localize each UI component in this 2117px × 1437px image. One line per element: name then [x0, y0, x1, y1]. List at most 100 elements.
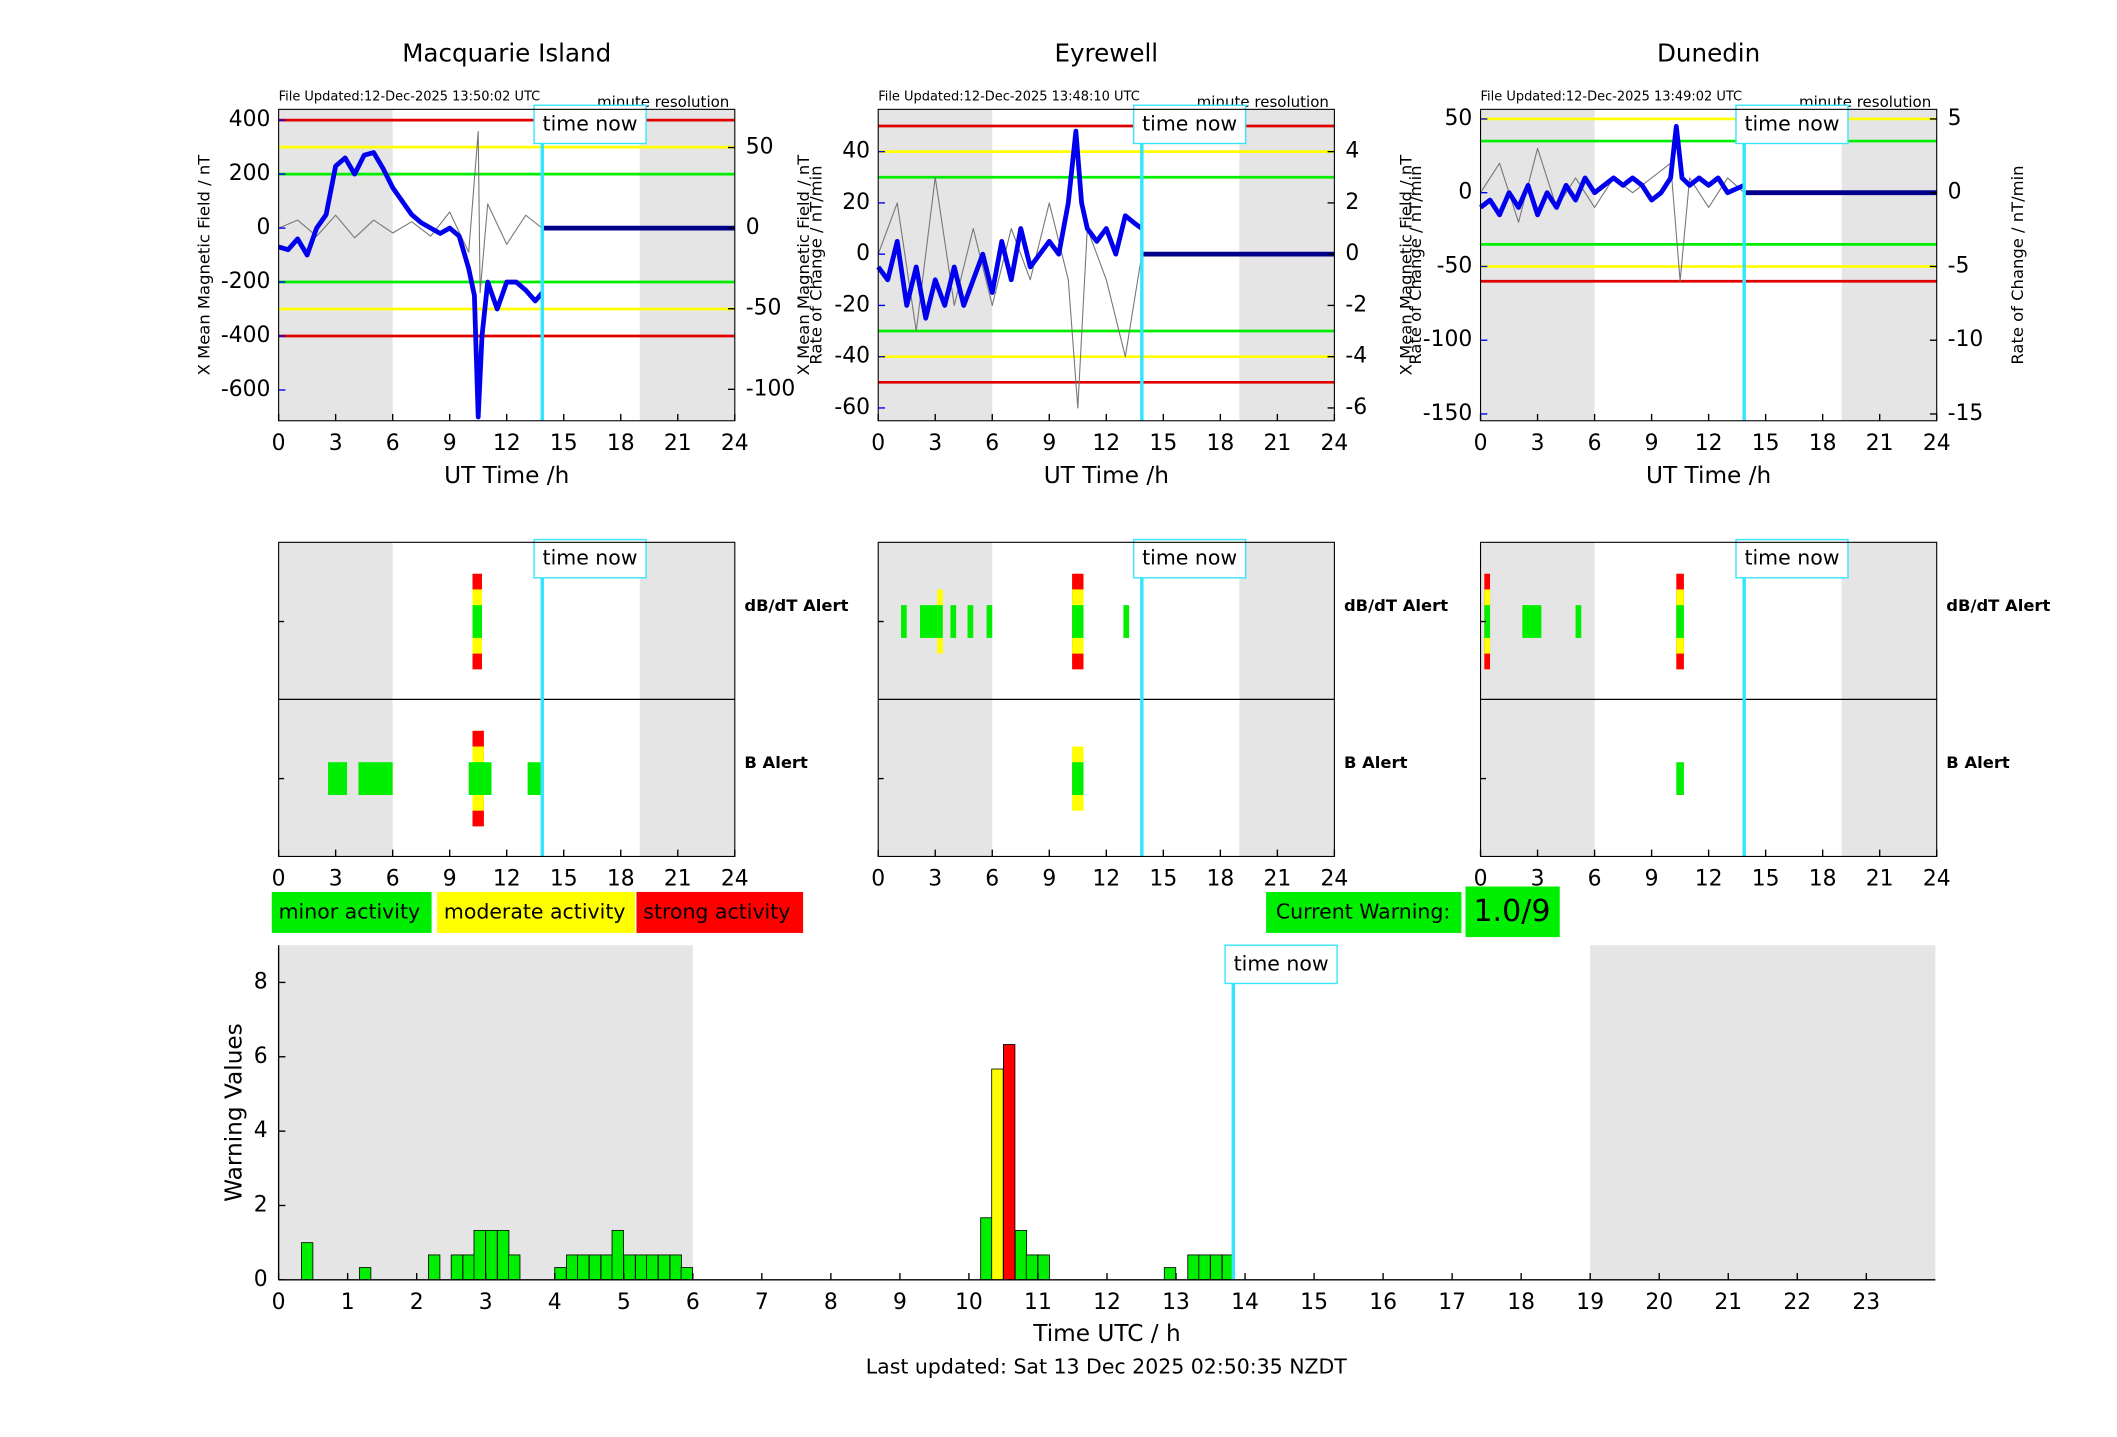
x-tick-label: 3 [329, 431, 343, 456]
alert-block [1676, 762, 1684, 795]
x-tick-label: 9 [1042, 431, 1056, 456]
footer: Last updated: Sat 13 Dec 2025 02:50:35 N… [866, 1354, 1348, 1378]
y-tick-label: 40 [842, 139, 870, 164]
x-tick-label: 9 [1645, 867, 1659, 892]
y2-tick-label: -15 [1948, 401, 1984, 426]
x-tick-label: 18 [607, 867, 635, 892]
x-tick-label: 15 [550, 431, 578, 456]
night-shading [639, 109, 735, 421]
alert-block [1522, 605, 1542, 638]
y-tick-label: 8 [254, 969, 268, 994]
y2-tick-label: -2 [1345, 292, 1367, 317]
warning-bar [991, 1068, 1004, 1281]
x-tick-label: 24 [1320, 431, 1348, 456]
x-tick-label: 14 [1231, 1290, 1259, 1315]
time-now-box [1132, 104, 1247, 145]
field-line [876, 128, 1144, 321]
x-tick-label: 3 [1531, 431, 1545, 456]
x-tick-label: 18 [607, 431, 635, 456]
x-axis-label: UT Time /h [444, 462, 569, 489]
alert-block [527, 762, 541, 795]
y-tick-label: -40 [834, 344, 870, 369]
y2-tick-label: 5 [1948, 106, 1962, 131]
time-now-label: time now [1744, 111, 1839, 135]
x-tick-label: 6 [1588, 867, 1602, 892]
legend-swatch [437, 891, 636, 933]
x-tick-label: 19 [1576, 1290, 1604, 1315]
x-tick-label: 15 [1149, 867, 1177, 892]
night-shading [1590, 945, 1936, 1280]
alert-block [1484, 605, 1491, 638]
x-tick-label: 9 [1645, 431, 1659, 456]
x-tick-label: 24 [721, 867, 749, 892]
x-tick-label: 24 [1923, 431, 1951, 456]
warning-label: Current Warning: [1276, 899, 1450, 923]
warning-bar [497, 1229, 510, 1281]
alert-block [1575, 605, 1582, 638]
warning-bar [554, 1267, 567, 1281]
warning-bar [669, 1254, 682, 1281]
y-tick-label: -150 [1423, 401, 1473, 426]
x-tick-label: 8 [824, 1290, 838, 1315]
legend-label: strong activity [643, 899, 790, 923]
warning-bar [566, 1254, 579, 1281]
x-tick-label: 6 [1588, 431, 1602, 456]
warning-bar [1187, 1254, 1200, 1281]
field-line [1479, 123, 1746, 218]
panel-title: Dunedin [1657, 39, 1760, 68]
alert-block [920, 605, 940, 638]
x-tick-label: 0 [272, 431, 286, 456]
rate-line [278, 130, 543, 294]
x-axis-label: UT Time /h [1044, 462, 1169, 489]
x-tick-label: 12 [493, 431, 521, 456]
alert-block [937, 605, 943, 638]
x-tick-label: 12 [1093, 1290, 1121, 1315]
file-updated: File Updated:12-Dec-2025 13:49:02 UTC [1481, 90, 1743, 105]
alert-row-label: B Alert [1946, 753, 2010, 772]
y-tick-label: 0 [254, 1267, 268, 1292]
warning-bar [611, 1229, 624, 1281]
warning-bar [1210, 1254, 1223, 1281]
x-tick-label: 0 [1474, 867, 1488, 892]
warning-bar [600, 1254, 613, 1281]
alert-block [1072, 762, 1084, 795]
time-now-box [1735, 538, 1849, 579]
warning-bar [450, 1254, 464, 1281]
x-tick-label: 21 [1866, 431, 1894, 456]
x-tick-label: 6 [386, 431, 400, 456]
time-now-label: time now [1744, 546, 1839, 570]
warning-bar [300, 1242, 314, 1281]
warning-bar [635, 1254, 648, 1281]
legend-swatch [636, 891, 804, 933]
y-tick-label: -600 [221, 377, 271, 402]
y-axis-label: Warning Values [220, 1023, 247, 1202]
x-tick-label: 11 [1024, 1290, 1052, 1315]
x-tick-label: 12 [493, 867, 521, 892]
warning-bar [1037, 1254, 1050, 1281]
x-tick-label: 15 [550, 867, 578, 892]
legend-swatch [271, 891, 432, 933]
x-tick-label: 0 [1474, 431, 1488, 456]
x-tick-label: 21 [1866, 867, 1894, 892]
alert-block [950, 605, 957, 638]
warning-bar [577, 1254, 590, 1281]
y-tick-label: 20 [842, 190, 870, 215]
alert-block [986, 605, 993, 638]
alert-block [472, 605, 483, 638]
y2-tick-label: -10 [1948, 327, 1984, 352]
x-tick-label: 0 [871, 867, 885, 892]
x-tick-label: 10 [955, 1290, 983, 1315]
alert-block [358, 762, 393, 795]
y2-tick-label: -4 [1345, 344, 1367, 369]
x-tick-label: 3 [479, 1290, 493, 1315]
y-tick-label: 0 [1458, 180, 1472, 205]
x-tick-label: 3 [1531, 867, 1545, 892]
y2-tick-label: -50 [746, 296, 782, 321]
y-tick-label: 400 [229, 107, 271, 132]
night-shading [1841, 109, 1937, 421]
x-tick-label: 4 [548, 1290, 562, 1315]
rate-line [877, 176, 1143, 409]
warning-bar [462, 1254, 475, 1281]
y2-tick-label: -100 [746, 376, 796, 401]
